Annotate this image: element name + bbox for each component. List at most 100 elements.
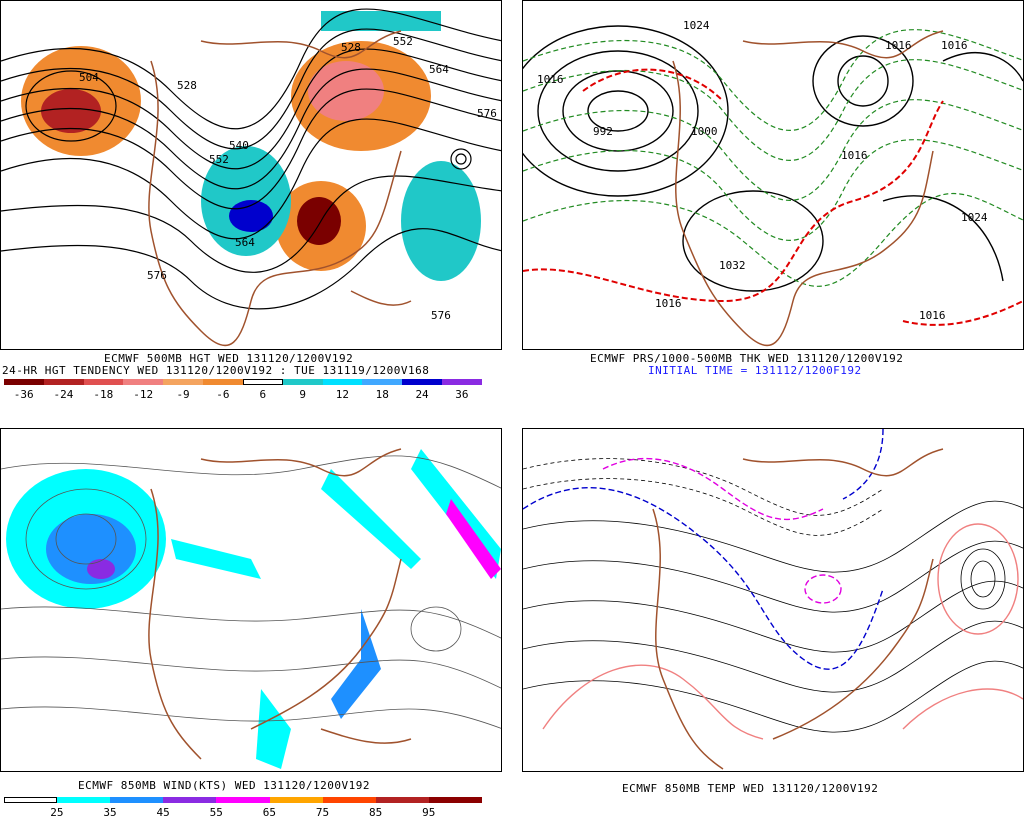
pressure-label-group: 1024 1016 1016 1016 1016 1024 1032 992 1…	[537, 19, 988, 322]
contour-label: 528	[177, 79, 197, 92]
legend-swatch	[269, 797, 323, 803]
isotherm-cold	[602, 457, 824, 521]
pressure-isobar	[942, 52, 1023, 82]
thickness-contours	[523, 29, 1023, 287]
legend-tick-label: 12	[335, 388, 350, 401]
wind-shade-east	[331, 609, 381, 719]
pressure-label: 1000	[691, 125, 718, 138]
pressure-label: 1016	[919, 309, 946, 322]
pressure-label: 1016	[941, 39, 968, 52]
legend-swatch	[322, 797, 376, 803]
panel-500mb-height: 504 528 540 552 564 576 576 528 564 552 …	[0, 0, 502, 350]
contour-label: 528	[341, 41, 361, 54]
streamline	[1, 606, 501, 639]
contour-label: 564	[429, 63, 449, 76]
contour-closed-low-west	[25, 70, 117, 142]
contour-label: 540	[229, 139, 249, 152]
isotherm-zero	[523, 487, 884, 670]
contour-label: 576	[477, 107, 497, 120]
coastlines	[148, 30, 412, 347]
contour-label: 504	[79, 71, 99, 84]
streamline	[55, 513, 117, 565]
temp-warm-contours	[542, 523, 1023, 740]
pressure-contours	[523, 25, 1023, 292]
legend-tick-label: 25	[50, 806, 64, 819]
contour-line	[1, 48, 501, 170]
isotherm-dashed	[523, 478, 884, 536]
legend-swatch	[4, 379, 44, 385]
isotherm-warm	[542, 664, 764, 740]
legend-swatch	[4, 797, 58, 803]
isotherm	[960, 548, 1006, 610]
coastline-path	[672, 60, 934, 347]
coastline-path	[742, 30, 944, 59]
legend-swatch	[402, 379, 443, 385]
isotherm	[523, 540, 1023, 613]
caption-initial-time: INITIAL TIME = 131112/1200F192	[648, 364, 862, 377]
map-850mb-wind	[1, 448, 501, 769]
legend-tick-label: -9	[176, 388, 190, 401]
isotherm-warm	[902, 688, 1023, 730]
legend-swatch	[322, 379, 363, 385]
coastlines	[148, 448, 412, 760]
coastlines	[652, 448, 944, 770]
wind-shade-south	[256, 689, 291, 769]
coastline-path	[772, 558, 934, 740]
legend-swatch	[375, 797, 429, 803]
wind-shade-northeast-max	[446, 499, 501, 579]
contour-line	[1, 8, 501, 130]
caption-500mb-title: ECMWF 500MB HGT WED 131120/1200V192	[104, 352, 354, 365]
coastline-path	[250, 558, 402, 730]
legend-tick-label: -24	[53, 388, 74, 401]
pressure-isobar	[523, 25, 729, 197]
legend-swatch	[123, 379, 164, 385]
legend-swatch	[216, 797, 270, 803]
legend-swatch	[110, 797, 164, 803]
height-contours	[1, 8, 501, 310]
thickness-line	[523, 29, 1023, 131]
pressure-label: 1024	[683, 19, 710, 32]
isotherm	[523, 500, 1023, 573]
caption-850mb-wind: ECMWF 850MB WIND(KTS) WED 131120/1200V19…	[78, 779, 371, 792]
caption-tendency: 24-HR HGT TENDENCY WED 131120/1200V192 :…	[2, 364, 430, 377]
legend-tick-label: 18	[375, 388, 389, 401]
legend-swatch	[442, 379, 482, 385]
contour-line	[1, 28, 501, 150]
coastline-path	[652, 508, 724, 770]
wind-shade-central	[171, 539, 261, 579]
streamline	[1, 656, 501, 689]
map-850mb-temp	[523, 429, 1023, 770]
shade-negative-north-core	[308, 61, 384, 121]
wind-shading	[6, 449, 501, 769]
isotherm	[523, 580, 1023, 653]
contour-line	[1, 175, 501, 273]
coastline-path	[742, 448, 944, 477]
map-500mb: 504 528 540 552 564 576 576 528 564 552 …	[1, 8, 501, 347]
panel-850mb-wind	[0, 428, 502, 772]
pressure-label: 1016	[885, 39, 912, 52]
coastline-path	[148, 488, 202, 760]
panel-pressure-thickness: 1024 1016 1016 1016 1016 1024 1032 992 1…	[522, 0, 1024, 350]
temp-zero-line	[523, 429, 884, 670]
map-pressure: 1024 1016 1016 1016 1016 1024 1032 992 1…	[523, 19, 1023, 347]
wind-shade-west-max	[87, 559, 115, 579]
contour-label: 552	[209, 153, 229, 166]
shade-negative-west-core	[41, 89, 101, 133]
pressure-label: 1016	[841, 149, 868, 162]
pressure-isobar	[537, 50, 699, 172]
legend-tick-label: 85	[368, 806, 383, 819]
legend-tick-label: 9	[299, 388, 306, 401]
caption-pressure-thickness: ECMWF PRS/1000-500MB THK WED 131120/1200…	[590, 352, 904, 365]
caption-850mb-temp: ECMWF 850MB TEMP WED 131120/1200V192	[622, 782, 879, 795]
thickness-line	[523, 139, 1023, 241]
legend-tendency: -36 -24 -18 -12 -9 -6 6 9 12 18 24 36	[4, 379, 482, 403]
coastline-path	[350, 290, 412, 306]
legend-tick-label: 55	[209, 806, 223, 819]
contour-label-group: 504 528 540 552 564 576 576 528 564 552 …	[79, 35, 497, 322]
streamlines	[1, 455, 501, 729]
pressure-isobar	[587, 90, 649, 132]
isotherm	[523, 660, 1023, 733]
thickness-line	[523, 192, 1023, 287]
legend-tendency-bar	[4, 379, 482, 385]
legend-tick-label: 65	[262, 806, 276, 819]
